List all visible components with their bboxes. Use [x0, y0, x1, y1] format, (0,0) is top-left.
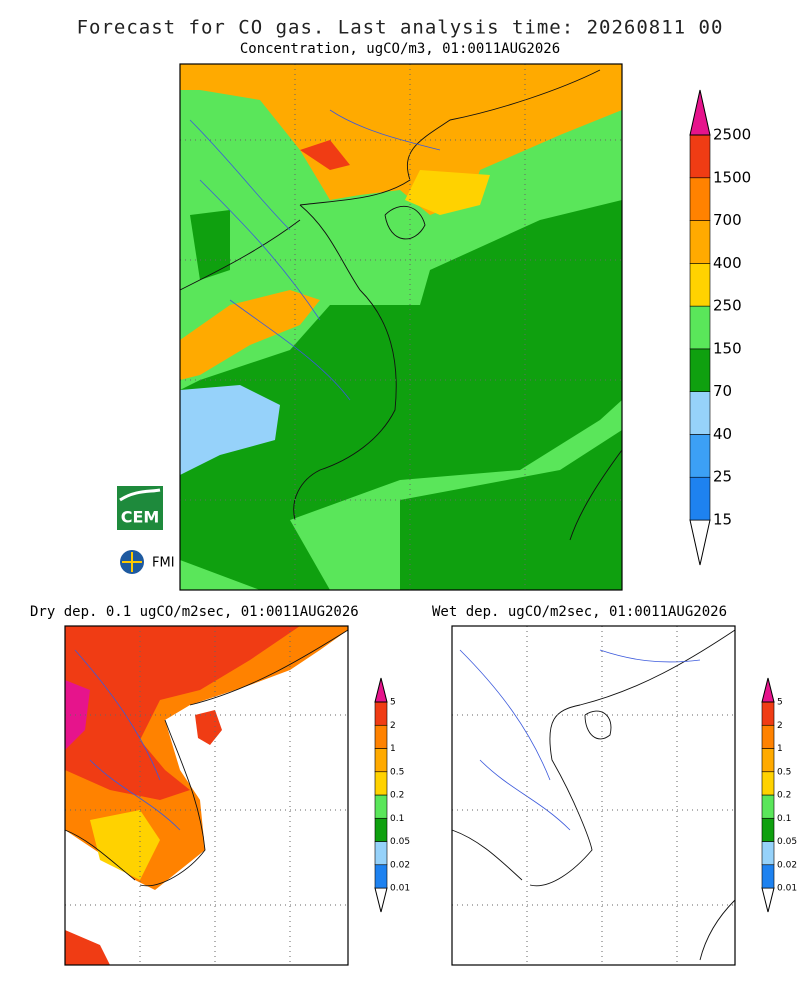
colorbar-segment [689, 476, 711, 521]
colorbar-label: 0.5 [777, 767, 791, 777]
field-yellow [405, 170, 490, 215]
map-frame [64, 625, 349, 966]
colorbar-label: 40 [713, 425, 732, 443]
colorbar-label: 400 [713, 254, 742, 272]
colorbar-label: 1500 [713, 168, 751, 186]
field-green-patch [190, 210, 230, 280]
panel-title: Wet dep. ugCO/m2sec, 01:0011AUG2026 [432, 604, 727, 620]
field-green-dark [180, 200, 622, 590]
colorbar-segment [374, 701, 388, 726]
colorbar-segment [374, 864, 388, 889]
field-orange-west [180, 290, 320, 380]
colorbar-segment [689, 434, 711, 478]
colorbar-label: 0.2 [390, 791, 404, 801]
field-yellow [90, 810, 160, 880]
colorbar-label: 5 [390, 698, 396, 708]
panel-title: Concentration, ugCO/m3, 01:0011AUG2026 [240, 41, 560, 57]
colorbar-segment [374, 771, 388, 796]
field-magenta [65, 680, 90, 750]
page-title: Forecast for CO gas. Last analysis time:… [77, 17, 724, 39]
field-red-south [65, 930, 110, 965]
fmi-logo: FMI [120, 550, 175, 574]
cem-logo: CEM [117, 486, 163, 530]
colorbar-label: 150 [713, 339, 742, 357]
colorbar-label: 0.01 [390, 884, 410, 894]
colorbar-label: 0.1 [390, 814, 404, 824]
colorbar-label: 250 [713, 297, 742, 315]
colorbar-label: 0.05 [390, 837, 410, 847]
cem-text: CEM [121, 508, 160, 527]
colorbar-label: 0.5 [390, 767, 404, 777]
colorbar-label: 2500 [713, 126, 751, 144]
colorbar-segment [689, 263, 711, 307]
map-frame [179, 63, 623, 591]
grid [180, 64, 622, 590]
field-red [300, 140, 350, 170]
colorbar-segment [689, 134, 711, 179]
dry-map [64, 625, 349, 966]
colorbar-label: 1 [390, 744, 396, 754]
map-background [452, 626, 735, 965]
field-green-dark-south [400, 430, 622, 590]
colorbar-segment [689, 391, 711, 435]
colorbar-label: 15 [713, 511, 732, 529]
colorbar-label: 700 [713, 211, 742, 229]
field-red [65, 626, 300, 800]
map-frame [451, 625, 736, 966]
colorbar-segment [761, 864, 775, 889]
fmi-text: FMI [152, 556, 175, 571]
colorbar-segment [374, 748, 388, 773]
colorbar-label: 0.02 [390, 860, 410, 870]
colorbar-label: 2 [777, 721, 783, 731]
colorbar-segment [761, 817, 775, 842]
colorbar-label: 2 [390, 721, 396, 731]
colorbar-segment [761, 701, 775, 726]
colorbar-segment [374, 817, 388, 842]
colorbar-label: 70 [713, 382, 732, 400]
colorbar-label: 0.1 [777, 814, 791, 824]
main-map [179, 63, 623, 591]
colorbar-segment [374, 724, 388, 749]
colorbar-segment [761, 748, 775, 773]
colorbar-segment [689, 348, 711, 392]
colorbar-label: 1 [777, 744, 783, 754]
colorbar-triangle [761, 887, 775, 913]
colorbar-segment [761, 794, 775, 819]
colorbar-label: 0.05 [777, 837, 797, 847]
colorbar-segment [374, 841, 388, 866]
colorbar-triangle [374, 677, 388, 703]
colorbar-segment [761, 841, 775, 866]
colorbar-segment [374, 794, 388, 819]
panel-title: Dry dep. 0.1 ugCO/m2sec, 01:0011AUG2026 [30, 604, 359, 620]
colorbar-triangle [761, 677, 775, 703]
colorbar-segment [689, 177, 711, 221]
colorbar-triangle [689, 89, 711, 136]
colorbar-label: 5 [777, 698, 783, 708]
colorbar-triangle [374, 887, 388, 913]
colorbar-triangle [689, 519, 711, 566]
colorbar-label: 0.2 [777, 791, 791, 801]
colorbar-label: 0.01 [777, 884, 797, 894]
colorbar-label: 0.02 [777, 860, 797, 870]
colorbar-label: 25 [713, 468, 732, 486]
colorbar-segment [689, 220, 711, 264]
wet-map [451, 625, 736, 966]
colorbar-segment [761, 724, 775, 749]
colorbar-segment [689, 305, 711, 350]
colorbar-segment [761, 771, 775, 796]
field-lightblue [180, 385, 280, 475]
